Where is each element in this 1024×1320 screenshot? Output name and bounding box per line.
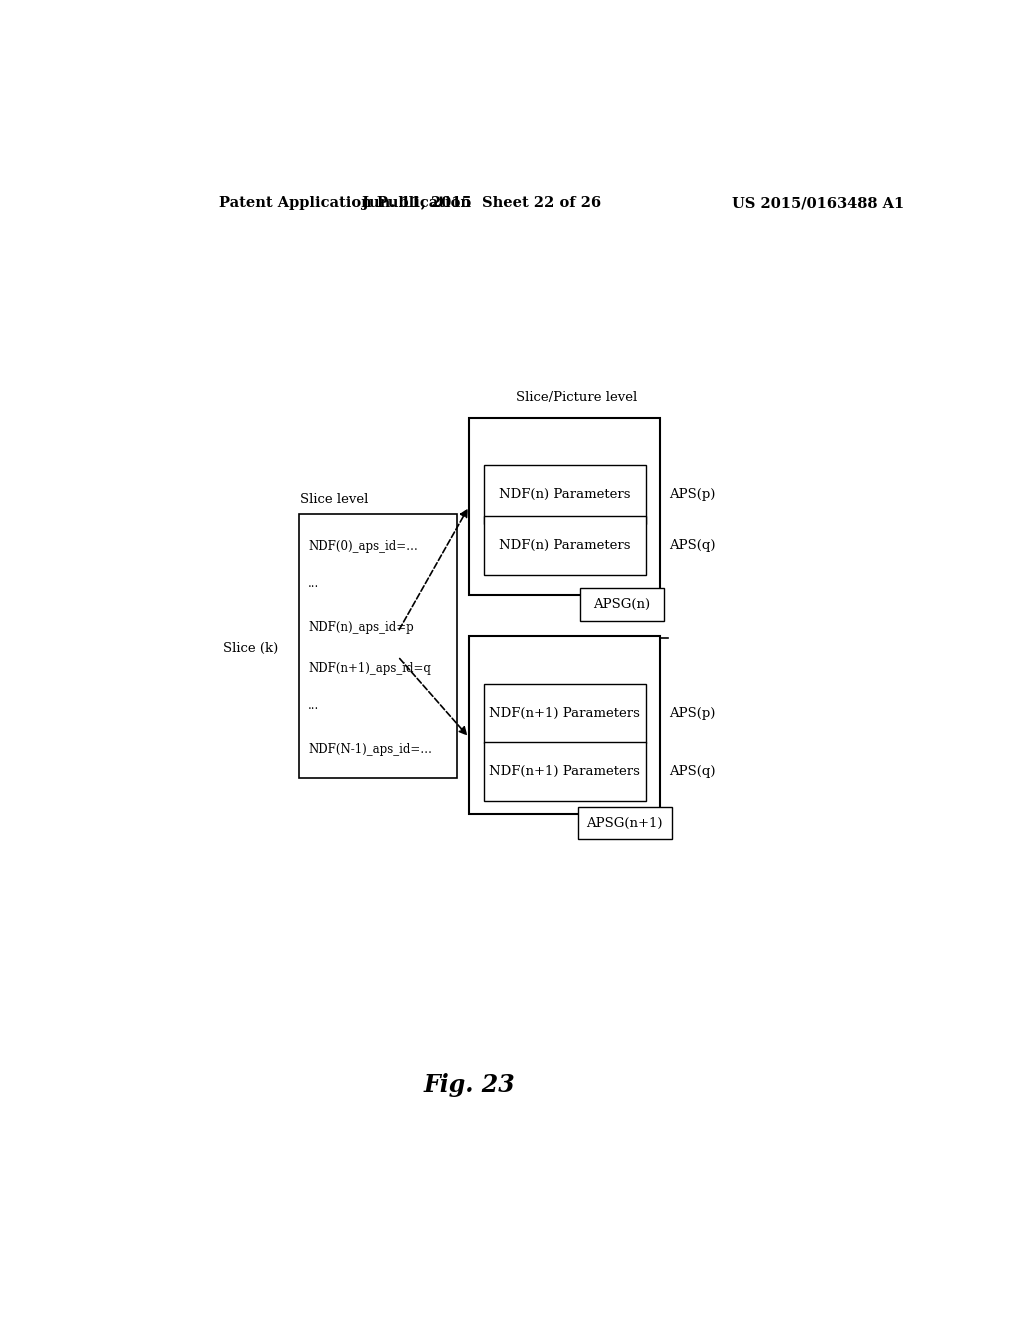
Text: Slice/Picture level: Slice/Picture level — [516, 391, 637, 404]
Bar — [469, 636, 659, 814]
Bar — [299, 515, 458, 779]
Text: APS(p): APS(p) — [670, 488, 716, 502]
Text: US 2015/0163488 A1: US 2015/0163488 A1 — [732, 197, 904, 210]
Text: Jun. 11, 2015  Sheet 22 of 26: Jun. 11, 2015 Sheet 22 of 26 — [361, 197, 601, 210]
Text: Slice level: Slice level — [300, 492, 369, 506]
Text: NDF(n+1)_aps_id=q: NDF(n+1)_aps_id=q — [308, 663, 431, 675]
Text: NDF(n+1) Parameters: NDF(n+1) Parameters — [489, 706, 640, 719]
Text: NDF(0)_aps_id=…: NDF(0)_aps_id=… — [308, 540, 418, 553]
Bar — [581, 589, 664, 620]
Text: APS(q): APS(q) — [670, 539, 716, 552]
Bar — [483, 516, 646, 576]
Text: ···: ··· — [308, 581, 319, 594]
Text: APS(q): APS(q) — [670, 764, 716, 777]
Text: ···: ··· — [308, 702, 319, 715]
Text: APSG(n+1): APSG(n+1) — [587, 817, 664, 830]
Bar — [483, 466, 646, 524]
Text: Slice (k): Slice (k) — [223, 642, 279, 655]
Bar — [469, 417, 659, 595]
Text: APSG(n): APSG(n) — [594, 598, 650, 611]
Text: APS(p): APS(p) — [670, 706, 716, 719]
Bar — [483, 742, 646, 801]
Text: NDF(n)_aps_id=p: NDF(n)_aps_id=p — [308, 622, 414, 635]
Bar — [483, 684, 646, 743]
Text: Fig. 23: Fig. 23 — [423, 1073, 515, 1097]
Text: NDF(n) Parameters: NDF(n) Parameters — [499, 539, 631, 552]
Text: NDF(n+1) Parameters: NDF(n+1) Parameters — [489, 764, 640, 777]
Bar — [578, 807, 672, 840]
Text: NDF(n) Parameters: NDF(n) Parameters — [499, 488, 631, 502]
Text: NDF(N-1)_aps_id=…: NDF(N-1)_aps_id=… — [308, 743, 432, 756]
Text: Patent Application Publication: Patent Application Publication — [219, 197, 471, 210]
